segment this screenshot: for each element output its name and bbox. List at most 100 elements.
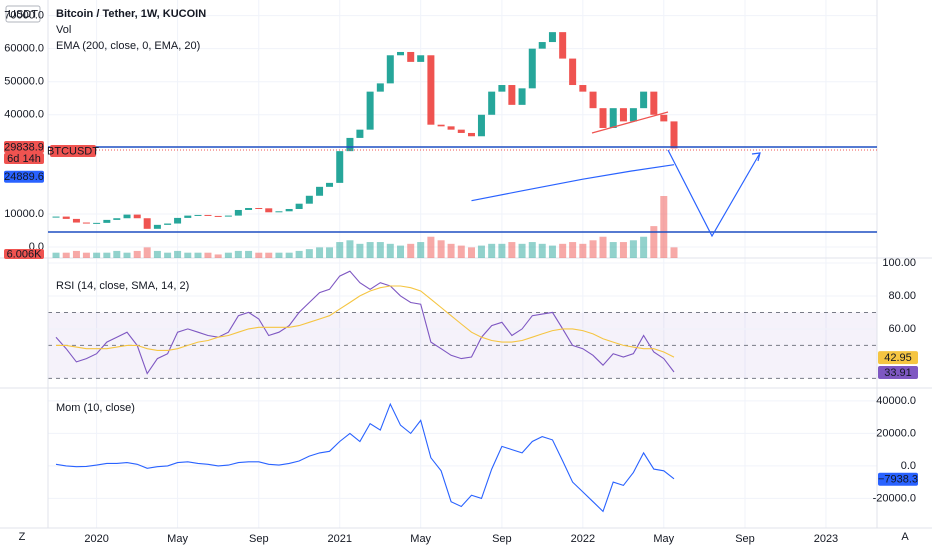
volume-bar — [255, 252, 263, 258]
volume-bar — [72, 250, 80, 258]
marks — [52, 32, 678, 513]
x-tick-label: 2022 — [571, 533, 595, 545]
candle — [538, 42, 546, 49]
candle — [548, 32, 556, 43]
volume-bar — [619, 242, 627, 258]
candle — [386, 55, 394, 84]
candle — [346, 137, 354, 152]
candle — [427, 55, 435, 125]
volume-bar — [93, 252, 101, 258]
candle — [528, 48, 536, 89]
x-tick-label: May — [410, 533, 431, 545]
volume-bar — [245, 250, 253, 258]
candle — [194, 214, 202, 216]
ema-value-label: 24889.6 — [4, 171, 44, 183]
x-tick-label: Sep — [492, 533, 512, 545]
countdown-label-box — [4, 153, 44, 164]
volume-bar — [569, 242, 577, 258]
volume-bar — [62, 252, 70, 258]
volume-bar — [609, 242, 617, 258]
candle — [640, 91, 648, 109]
volume-bar — [447, 243, 455, 258]
y-tick-label: 40000.0 — [4, 109, 44, 121]
volume-bar — [640, 236, 648, 258]
volume-bar — [326, 247, 334, 258]
ema-value-label-box — [4, 170, 44, 183]
y-tick-label: 70000.0 — [4, 10, 44, 22]
currency-button[interactable] — [5, 5, 41, 23]
indicator-line — [56, 285, 675, 358]
candle — [356, 129, 364, 138]
volume-bar — [457, 245, 465, 258]
candle — [660, 114, 668, 122]
indicator-line — [55, 402, 675, 513]
y-tick-label: 20000.0 — [876, 427, 916, 439]
candle — [477, 114, 485, 137]
candle — [397, 51, 405, 56]
candle — [579, 85, 587, 92]
volume-bar — [336, 242, 344, 258]
drawn-path-arrow[interactable] — [667, 149, 761, 238]
candle — [488, 91, 496, 115]
last-value-label: 42.95 — [884, 352, 912, 364]
volume-bar — [316, 247, 324, 258]
volume-bar — [275, 252, 283, 258]
volume-bar — [498, 243, 506, 258]
volume-bar — [82, 252, 90, 258]
volume-bar — [133, 250, 141, 258]
volume-bar — [467, 247, 475, 258]
candle — [52, 216, 60, 218]
candle — [255, 207, 263, 209]
auto-button[interactable]: A — [901, 531, 909, 543]
volume-bar — [589, 240, 597, 258]
y-tick-label: 60.00 — [888, 323, 916, 335]
symbol-label-box — [50, 145, 96, 157]
volume-bar — [548, 245, 556, 258]
volume-bar — [305, 249, 313, 258]
candle — [224, 215, 232, 217]
candle — [265, 208, 273, 213]
arrow-head — [751, 152, 761, 162]
candle — [326, 182, 334, 187]
volume-bar — [508, 242, 516, 258]
ema-line — [471, 164, 675, 202]
candle — [589, 91, 597, 109]
drawn-trend-line[interactable] — [591, 111, 669, 134]
candle — [62, 216, 70, 219]
volume-bar — [164, 252, 172, 258]
volume-bar — [224, 252, 232, 258]
volume-bar — [346, 240, 354, 258]
volume-bar — [376, 242, 384, 258]
currency-label[interactable]: USDT — [8, 8, 38, 20]
candle — [164, 223, 172, 225]
volume-bar — [204, 252, 212, 258]
y-tick-label: 50000.0 — [4, 76, 44, 88]
candle — [285, 208, 293, 212]
candle — [184, 215, 192, 218]
candle — [214, 215, 222, 217]
candle — [629, 108, 637, 122]
volume-bar — [366, 242, 374, 258]
candle — [457, 129, 465, 133]
candle — [407, 51, 415, 62]
candle — [174, 217, 182, 224]
candle — [143, 218, 151, 229]
volume-bar — [113, 250, 121, 258]
auto-scale-button[interactable]: Z — [19, 531, 26, 543]
candle — [670, 121, 678, 149]
last-value-label-box — [878, 351, 918, 365]
volume-bar — [153, 250, 161, 258]
y-tick-label: 100.00 — [882, 257, 916, 269]
candle — [103, 219, 111, 223]
volume-bar — [52, 252, 60, 258]
last-value-label-box — [878, 472, 918, 486]
volume-bar — [285, 252, 293, 258]
volume-bar — [528, 242, 536, 258]
last-value-label-box — [878, 365, 918, 379]
volume-bar — [194, 252, 202, 258]
candle — [336, 151, 344, 183]
volume-bar — [214, 254, 222, 258]
volume-bar — [265, 252, 273, 258]
